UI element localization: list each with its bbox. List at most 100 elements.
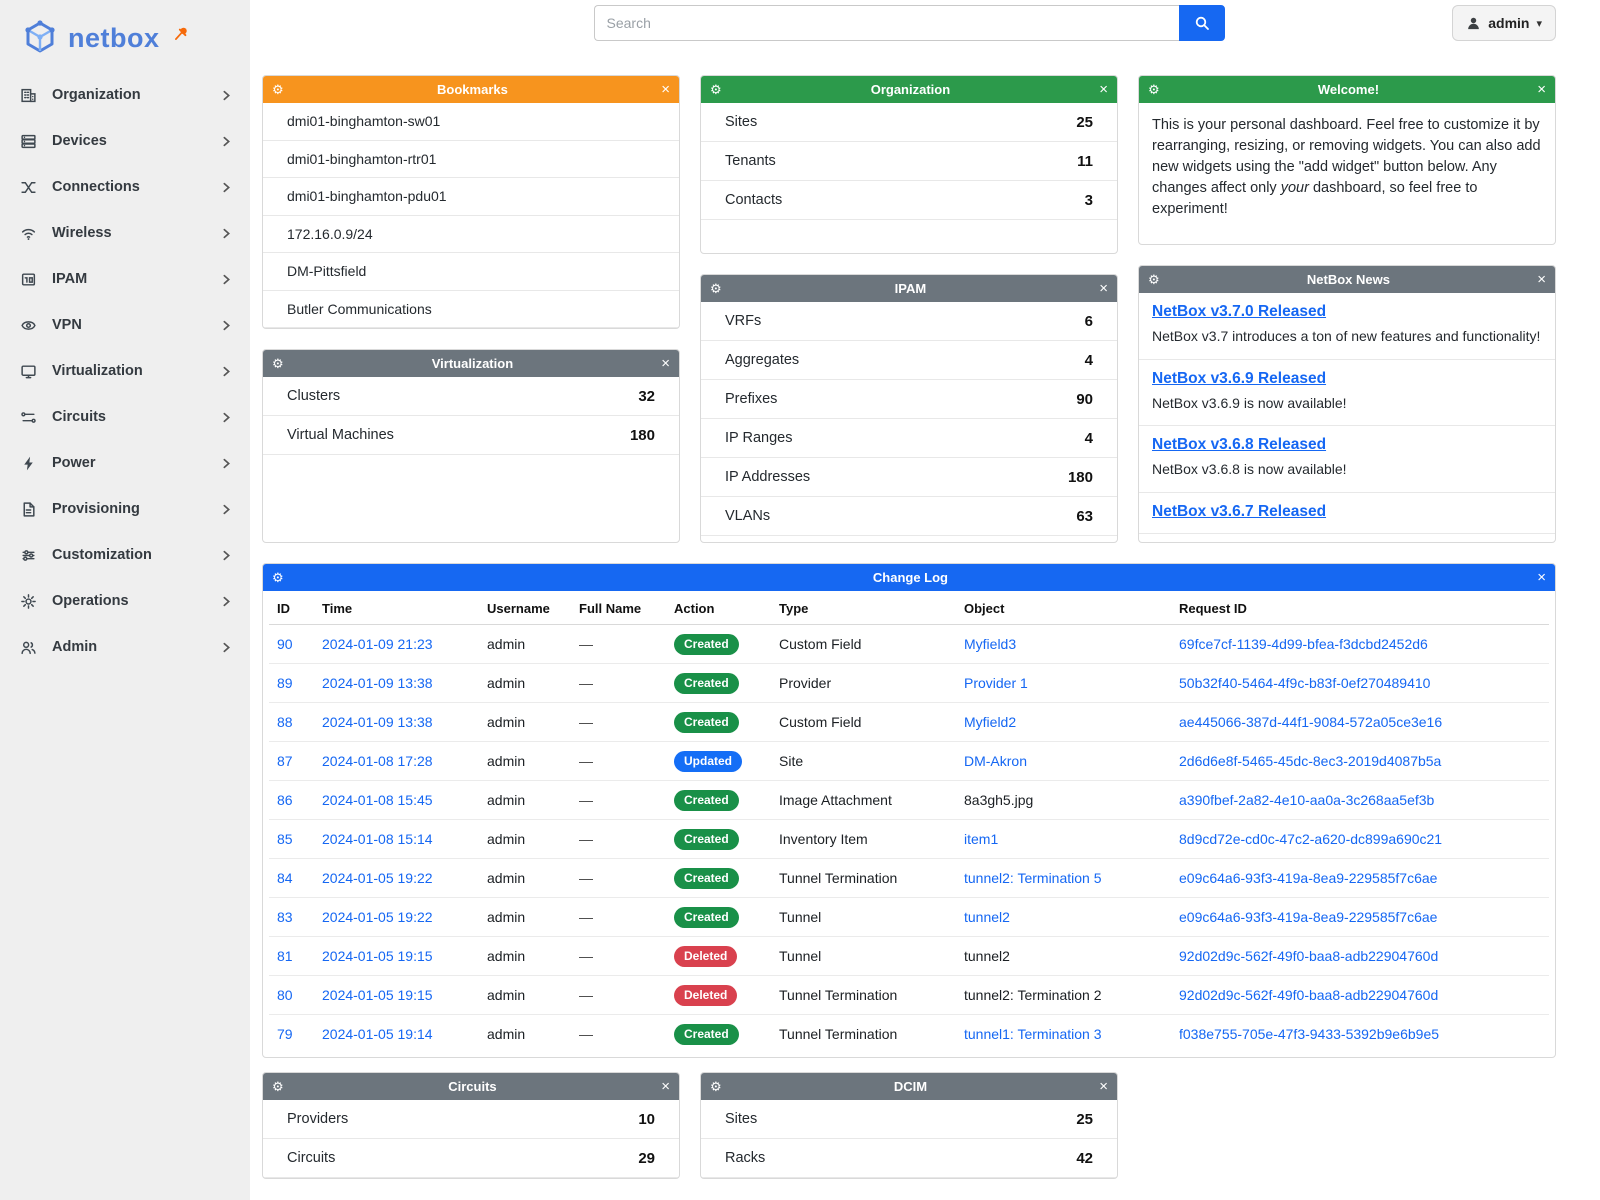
change-time-link[interactable]: 2024-01-09 13:38 <box>314 702 479 742</box>
change-object-cell[interactable]: tunnel2: Termination 5 <box>956 858 1171 898</box>
stat-value[interactable]: 3 <box>1084 191 1093 209</box>
stat-value[interactable]: 42 <box>1076 1149 1093 1167</box>
change-object-cell[interactable]: DM-Akron <box>956 741 1171 781</box>
news-title-link[interactable]: NetBox v3.6.7 Released <box>1152 502 1327 520</box>
widget-close-icon[interactable]: × <box>1537 569 1546 586</box>
change-time-link[interactable]: 2024-01-08 15:45 <box>314 780 479 820</box>
widget-config-icon[interactable]: ⚙ <box>272 570 284 585</box>
widget-config-icon[interactable]: ⚙ <box>1148 82 1160 97</box>
change-request-id-link[interactable]: e09c64a6-93f3-419a-8ea9-229585f7c6ae <box>1171 858 1549 898</box>
change-id-link[interactable]: 89 <box>269 663 314 703</box>
bookmark-item[interactable]: dmi01-binghamton-sw01 <box>263 103 679 141</box>
sidebar-item-provisioning[interactable]: Provisioning <box>0 486 250 532</box>
stat-value[interactable]: 25 <box>1076 1110 1093 1128</box>
change-object[interactable]: DM-Akron <box>964 753 1028 769</box>
change-request-id-link[interactable]: 92d02d9c-562f-49f0-baa8-adb22904760d <box>1171 936 1549 976</box>
stat-value[interactable]: 4 <box>1084 429 1093 447</box>
change-object[interactable]: Myfield2 <box>964 714 1017 730</box>
change-object[interactable]: tunnel1: Termination 3 <box>964 1026 1102 1042</box>
change-time-link[interactable]: 2024-01-08 15:14 <box>314 819 479 859</box>
widget-close-icon[interactable]: × <box>661 355 670 372</box>
sidebar-item-ipam[interactable]: IPAM <box>0 256 250 302</box>
change-time-link[interactable]: 2024-01-05 19:15 <box>314 975 479 1015</box>
netbox-logo[interactable]: netbox <box>0 0 250 72</box>
sidebar-item-wireless[interactable]: Wireless <box>0 210 250 256</box>
change-object[interactable]: tunnel2 <box>964 948 1010 964</box>
change-time-link[interactable]: 2024-01-05 19:22 <box>314 897 479 937</box>
change-time-link[interactable]: 2024-01-05 19:15 <box>314 936 479 976</box>
stat-value[interactable]: 32 <box>638 387 655 405</box>
change-request-id-link[interactable]: a390fbef-2a82-4e10-aa0a-3c268aa5ef3b <box>1171 780 1549 820</box>
change-time-link[interactable]: 2024-01-09 21:23 <box>314 624 479 664</box>
change-time-link[interactable]: 2024-01-08 17:28 <box>314 741 479 781</box>
change-id-link[interactable]: 79 <box>277 1026 293 1042</box>
change-id-link[interactable]: 86 <box>269 780 314 820</box>
news-title-link[interactable]: NetBox v3.6.8 Released <box>1152 436 1327 454</box>
change-object[interactable]: Myfield3 <box>964 636 1017 652</box>
widget-config-icon[interactable]: ⚙ <box>272 1079 284 1094</box>
stat-value[interactable]: 90 <box>1076 390 1093 408</box>
change-time-link[interactable]: 2024-01-05 19:22 <box>314 858 479 898</box>
widget-close-icon[interactable]: × <box>1537 81 1546 98</box>
widget-config-icon[interactable]: ⚙ <box>710 82 722 97</box>
widget-config-icon[interactable]: ⚙ <box>710 1079 722 1094</box>
change-time-link[interactable]: 2024-01-05 19:14 <box>322 1026 433 1042</box>
change-id-link[interactable]: 81 <box>269 936 314 976</box>
news-title-link[interactable]: NetBox v3.6.9 Released <box>1152 369 1327 387</box>
stat-value[interactable]: 6 <box>1084 312 1093 330</box>
bookmark-item[interactable]: 172.16.0.9/24 <box>263 216 679 253</box>
stat-value[interactable]: 29 <box>638 1149 655 1167</box>
change-request-id-link[interactable]: 69fce7cf-1139-4d99-bfea-f3dcbd2452d6 <box>1171 624 1549 664</box>
change-request-id-link[interactable]: 2d6d6e8f-5465-45dc-8ec3-2019d4087b5a <box>1171 741 1549 781</box>
change-id-link[interactable]: 87 <box>269 741 314 781</box>
change-request-id-link[interactable]: f038e755-705e-47f3-9433-5392b9e6b9e5 <box>1179 1026 1440 1042</box>
change-object[interactable]: tunnel2: Termination 2 <box>964 987 1102 1003</box>
change-object[interactable]: Provider 1 <box>964 675 1028 691</box>
sidebar-item-vpn[interactable]: VPN <box>0 302 250 348</box>
widget-close-icon[interactable]: × <box>661 1078 670 1095</box>
sidebar-item-operations[interactable]: Operations <box>0 578 250 624</box>
sidebar-item-organization[interactable]: Organization <box>0 72 250 118</box>
change-id-link[interactable]: 85 <box>269 819 314 859</box>
change-time-link[interactable]: 2024-01-09 13:38 <box>314 663 479 703</box>
news-title-link[interactable]: NetBox v3.7.0 Released <box>1152 303 1327 320</box>
change-request-id-link[interactable]: 50b32f40-5464-4f9c-b83f-0ef270489410 <box>1171 663 1549 703</box>
change-object-cell[interactable]: tunnel2 <box>956 936 1171 976</box>
sidebar-item-customization[interactable]: Customization <box>0 532 250 578</box>
change-object-cell[interactable]: 8a3gh5.jpg <box>956 780 1171 820</box>
change-id-link[interactable]: 90 <box>269 624 314 664</box>
change-object[interactable]: item1 <box>964 831 999 847</box>
stat-value[interactable]: 4 <box>1084 351 1093 369</box>
sidebar-item-devices[interactable]: Devices <box>0 118 250 164</box>
change-request-id-link[interactable]: 92d02d9c-562f-49f0-baa8-adb22904760d <box>1171 975 1549 1015</box>
widget-config-icon[interactable]: ⚙ <box>272 82 284 97</box>
stat-value[interactable]: 11 <box>1077 152 1093 170</box>
widget-close-icon[interactable]: × <box>1099 81 1108 98</box>
bookmark-item[interactable]: dmi01-binghamton-rtr01 <box>263 141 679 178</box>
change-request-id-link[interactable]: 8d9cd72e-cd0c-47c2-a620-dc899a690c21 <box>1171 819 1549 859</box>
sidebar-item-power[interactable]: Power <box>0 440 250 486</box>
stat-value[interactable]: 25 <box>1076 113 1093 131</box>
widget-close-icon[interactable]: × <box>1099 280 1108 297</box>
widget-close-icon[interactable]: × <box>1099 1078 1108 1095</box>
change-id-link[interactable]: 80 <box>269 975 314 1015</box>
change-object-cell[interactable]: tunnel2 <box>956 897 1171 937</box>
stat-value[interactable]: 63 <box>1076 507 1093 525</box>
change-object-cell[interactable]: Provider 1 <box>956 663 1171 703</box>
sidebar-item-connections[interactable]: Connections <box>0 164 250 210</box>
widget-close-icon[interactable]: × <box>1537 271 1546 288</box>
sidebar-item-circuits[interactable]: Circuits <box>0 394 250 440</box>
bookmark-item[interactable]: dmi01-binghamton-pdu01 <box>263 178 679 216</box>
change-object-cell[interactable]: Myfield2 <box>956 702 1171 742</box>
change-object-cell[interactable]: tunnel1: Termination 3 <box>956 1015 1171 1054</box>
change-object[interactable]: 8a3gh5.jpg <box>964 792 1034 808</box>
change-object[interactable]: tunnel2 <box>964 909 1010 925</box>
bookmark-item[interactable]: DM-Pittsfield <box>263 253 679 291</box>
sidebar-item-admin[interactable]: Admin <box>0 624 250 670</box>
stat-value[interactable]: 180 <box>629 426 655 444</box>
change-id-link[interactable]: 84 <box>269 858 314 898</box>
change-object-cell[interactable]: tunnel2: Termination 2 <box>956 975 1171 1015</box>
search-input[interactable] <box>593 5 1179 41</box>
widget-config-icon[interactable]: ⚙ <box>272 356 284 371</box>
sidebar-item-virtualization[interactable]: Virtualization <box>0 348 250 394</box>
